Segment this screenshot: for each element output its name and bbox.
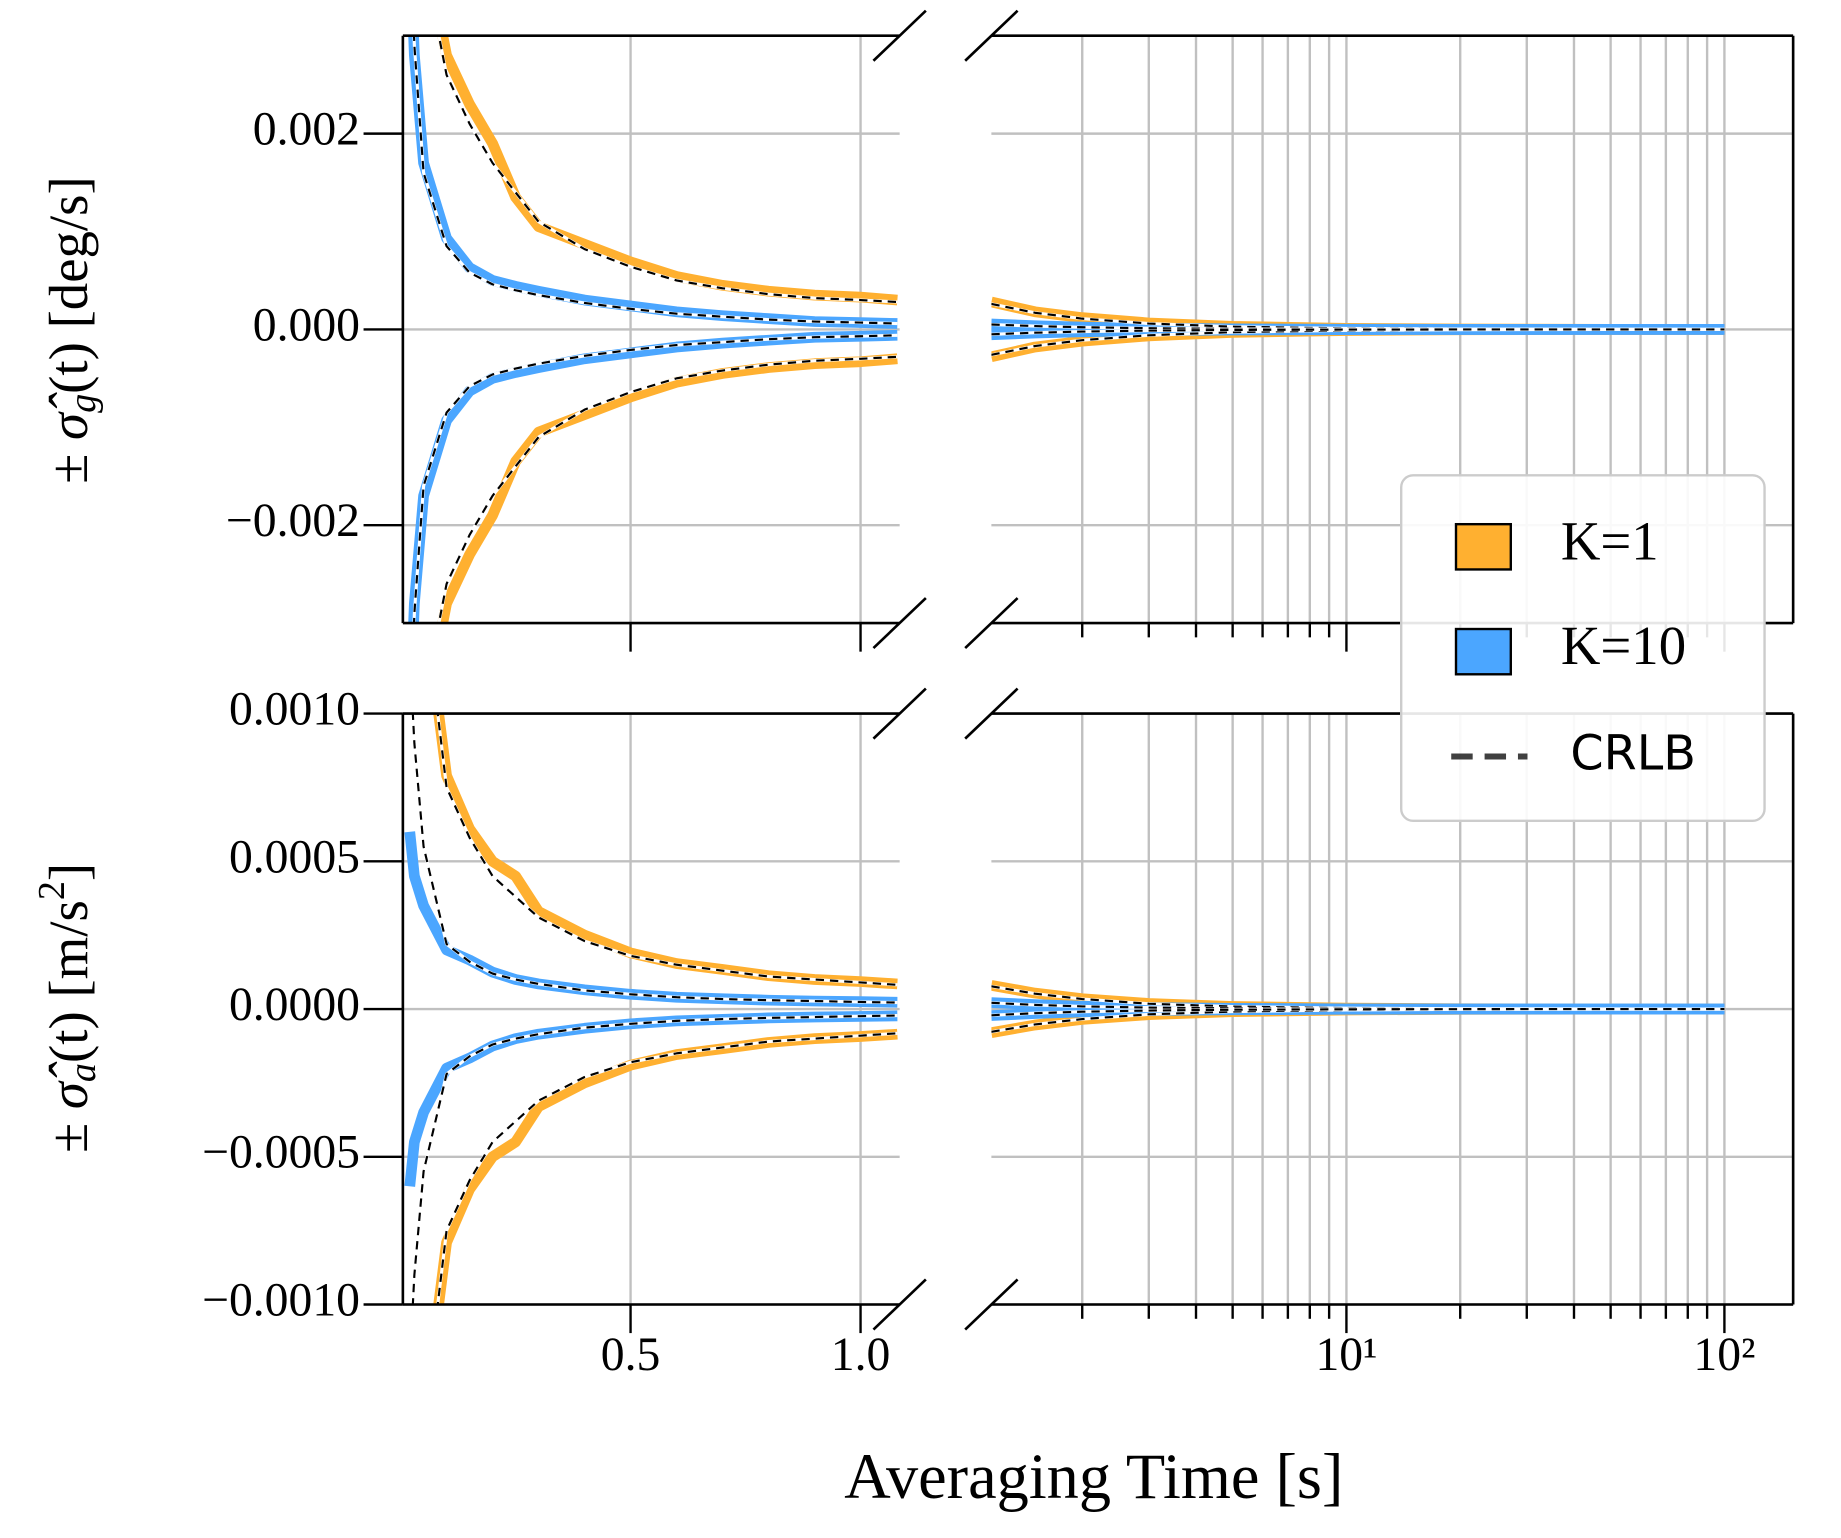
bound-line-backing bbox=[411, 1014, 898, 1305]
bound-line bbox=[991, 1001, 1725, 1011]
y-tick-label: 0.0010 bbox=[229, 684, 360, 736]
bound-line bbox=[437, 35, 898, 304]
axis-break bbox=[964, 9, 1019, 62]
series-line bbox=[433, 1028, 898, 1305]
y-label-part: a bbox=[62, 1063, 104, 1082]
y-tick-label: −0.002 bbox=[226, 495, 360, 547]
y-label-part: ] bbox=[38, 863, 99, 881]
bound-line bbox=[411, 1014, 898, 1305]
bound-line bbox=[412, 334, 898, 624]
x-tick-label: 0.5 bbox=[601, 1329, 661, 1381]
bound-line bbox=[991, 1007, 1725, 1017]
x-tick-label: 10² bbox=[1693, 1329, 1755, 1381]
y-tick-label: 0.000 bbox=[253, 299, 360, 351]
bound-line bbox=[411, 713, 898, 1004]
x-axis-label: Averaging Time [s] bbox=[844, 1441, 1343, 1512]
axis-break bbox=[964, 687, 1019, 740]
y-axis-label: ± σ̂a(t) [m/s2] bbox=[31, 863, 104, 1153]
bound-line bbox=[991, 1008, 1725, 1033]
series-line bbox=[433, 713, 898, 990]
bound-line bbox=[991, 302, 1725, 331]
bound-line bbox=[436, 713, 898, 986]
bound-line bbox=[436, 1032, 898, 1305]
y-tick-label: 0.0005 bbox=[229, 831, 360, 883]
bound-line bbox=[412, 35, 898, 325]
axis-break bbox=[872, 597, 927, 650]
y-tick-label: 0.0000 bbox=[229, 979, 360, 1031]
y-label-part: ± bbox=[38, 1123, 99, 1153]
axis-break bbox=[872, 9, 927, 62]
series-line bbox=[437, 353, 898, 624]
axis-break bbox=[872, 687, 927, 740]
legend-swatch bbox=[1454, 627, 1512, 676]
y-axis-label: ± σ̂g(t) [deg/s] bbox=[38, 176, 104, 483]
bound-line bbox=[991, 328, 1725, 356]
legend-label: K=10 bbox=[1561, 615, 1686, 676]
legend: K=1 K=10 CRLB bbox=[1400, 474, 1766, 823]
bound-line-backing bbox=[437, 35, 898, 304]
frame-layer: 0.002 0.000 −0.002 0.0010 0.0005 0.0000 −0.000… bbox=[202, 9, 1795, 1381]
legend-swatch bbox=[1454, 522, 1512, 571]
legend-label: CRLB bbox=[1570, 726, 1696, 781]
y-label-part: 2 bbox=[31, 881, 73, 900]
y-label-part: (t) [m/s bbox=[38, 900, 99, 1063]
bound-line bbox=[991, 323, 1725, 331]
series-line bbox=[437, 35, 898, 306]
bound-line-backing bbox=[411, 713, 898, 1005]
axis-break bbox=[964, 1278, 1019, 1331]
legend-label: K=1 bbox=[1561, 510, 1659, 571]
axis-break bbox=[964, 597, 1019, 650]
y-tick-label: −0.0005 bbox=[202, 1127, 360, 1179]
y-tick-label: −0.0010 bbox=[202, 1274, 360, 1326]
bound-line-backing bbox=[437, 355, 898, 624]
bound-line bbox=[991, 328, 1725, 336]
bound-line bbox=[437, 355, 898, 624]
axis-break bbox=[872, 1278, 927, 1331]
y-label-part: ± bbox=[38, 454, 99, 484]
y-label-part: (t) [deg/s] bbox=[38, 176, 99, 394]
y-tick-label: 0.002 bbox=[253, 104, 360, 156]
bound-line bbox=[991, 985, 1725, 1011]
bound-line-backing bbox=[436, 1031, 898, 1305]
x-tick-label: 10¹ bbox=[1315, 1329, 1377, 1381]
y-label-part: g bbox=[62, 394, 104, 413]
x-tick-label: 1.0 bbox=[831, 1329, 891, 1381]
